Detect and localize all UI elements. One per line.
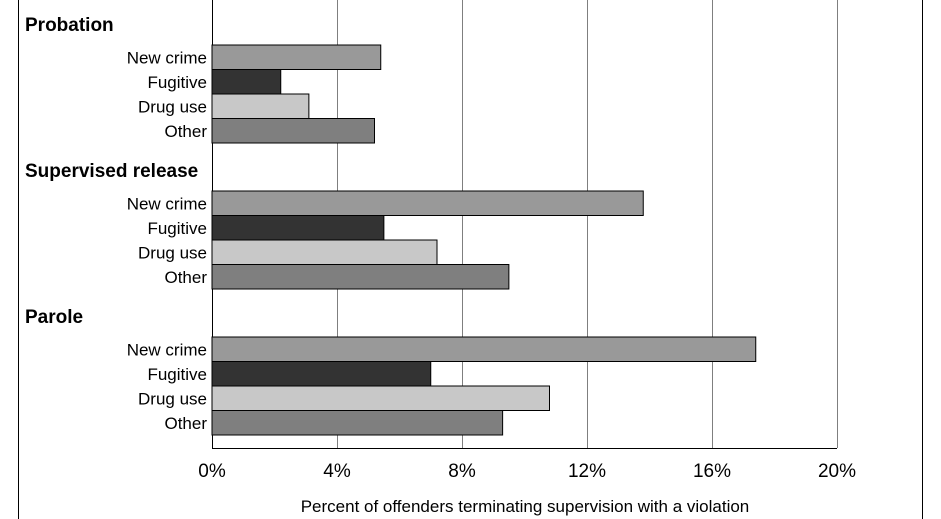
bars [211,44,757,436]
category-label: New crime [127,48,207,67]
bar [211,215,385,241]
bar [211,410,504,436]
bar [211,190,644,216]
category-label: New crime [127,194,207,213]
category-label: New crime [127,340,207,359]
category-label: Other [164,268,207,287]
bar [211,239,438,265]
category-labels: Probation New crime Fugitive Drug use Other S… [25,15,207,433]
x-tick-label: 20% [818,461,856,482]
bar [211,385,550,411]
bar [211,44,382,70]
category-label: Fugitive [147,219,207,238]
group-label: Parole [25,307,83,328]
x-tick-label: 8% [448,461,476,482]
x-tick-label: 4% [323,461,351,482]
bar [211,118,375,144]
x-axis-title: Percent of offenders terminating supervi… [301,497,750,516]
bar [211,264,510,290]
category-label: Drug use [138,243,207,262]
category-label: Fugitive [147,365,207,384]
bar [211,93,310,119]
category-label: Other [164,414,207,433]
bar [211,336,757,362]
group-label: Supervised release [25,161,198,182]
bar [211,361,432,387]
x-tick-label: 12% [568,461,606,482]
bar [211,69,282,95]
category-label: Other [164,122,207,141]
x-tick-label: 16% [693,461,731,482]
category-label: Drug use [138,389,207,408]
category-label: Drug use [138,97,207,116]
category-label: Fugitive [147,73,207,92]
x-tick-label: 0% [198,461,226,482]
x-axis-ticks: 0% 4% 8% 12% 16% 20% [198,461,856,482]
group-label: Probation [25,15,114,36]
